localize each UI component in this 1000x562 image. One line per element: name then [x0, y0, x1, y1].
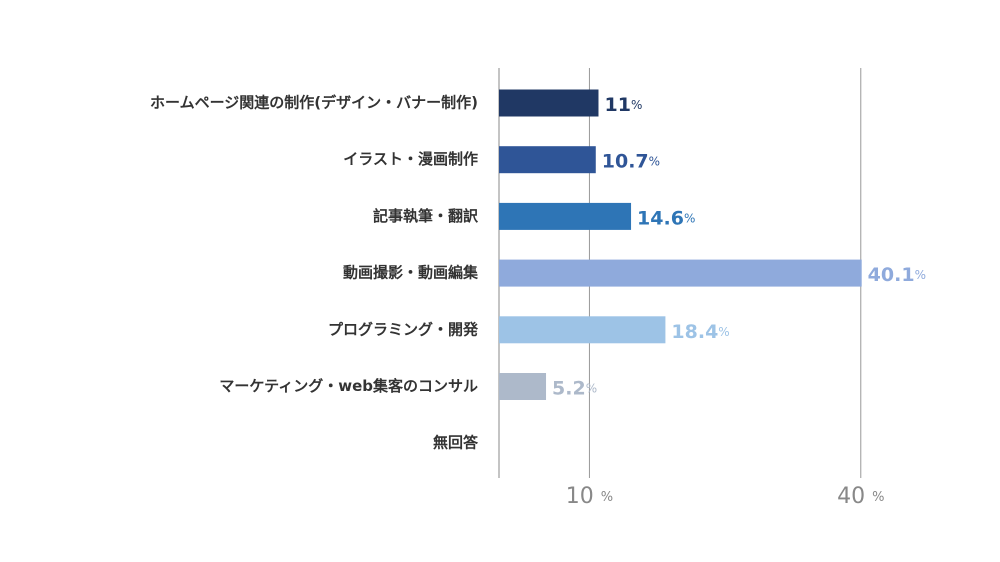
value-label: 11%	[604, 94, 642, 116]
value-label: 18.4%	[671, 320, 729, 342]
value-label: 10.7%	[602, 150, 660, 172]
bar	[499, 259, 862, 287]
bar	[499, 373, 547, 400]
category-label: 無回答	[433, 434, 479, 452]
bar	[499, 316, 666, 344]
bar	[499, 89, 599, 117]
value-label: 14.6%	[637, 207, 695, 229]
value-label: 5.2%	[552, 377, 597, 399]
category-label: プログラミング・開発	[328, 320, 479, 338]
category-label: 動画撮影・動画編集	[343, 264, 479, 282]
category-label: 記事執筆・翻訳	[373, 207, 479, 225]
bar	[499, 146, 596, 174]
x-tick-label: 40 %	[837, 484, 884, 509]
value-label: 40.1%	[868, 264, 926, 286]
x-tick-label: 10 %	[566, 484, 613, 509]
category-label: イラスト・漫画制作	[343, 150, 478, 168]
category-label: マーケティング・web集客のコンサル	[219, 377, 478, 395]
bar	[499, 202, 632, 230]
category-label: ホームページ関連の制作(デザイン・バナー制作)	[150, 94, 478, 112]
